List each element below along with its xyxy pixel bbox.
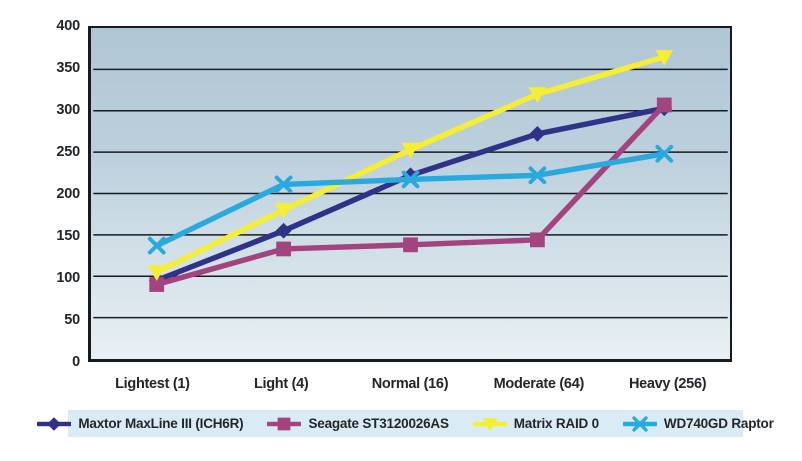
data-point-marker — [274, 203, 293, 219]
legend-item: Matrix RAID 0 — [472, 415, 599, 433]
data-point-marker — [276, 241, 292, 257]
series-line — [154, 105, 667, 284]
legend-item: Seagate ST3120026AS — [267, 415, 449, 433]
data-point-marker — [403, 237, 418, 253]
legend-label: Maxtor MaxLine III (ICH6R) — [78, 416, 244, 431]
plot-area — [88, 26, 732, 362]
data-point-marker — [655, 144, 674, 163]
series-line — [154, 102, 667, 288]
data-point-marker — [655, 50, 674, 66]
legend-marker-icon — [472, 417, 507, 432]
legend-item: Maxtor MaxLine III (ICH6R) — [37, 415, 244, 433]
data-point-marker — [149, 277, 165, 292]
y-axis-tick-label: 150 — [56, 227, 80, 244]
data-point-marker — [529, 232, 545, 248]
y-axis-tick-label: 100 — [56, 269, 80, 286]
data-point-marker — [274, 175, 293, 194]
data-point-marker — [401, 142, 420, 159]
data-point-marker — [528, 87, 547, 104]
legend-label: WD740GD Raptor — [663, 416, 774, 431]
legend: Maxtor MaxLine III (ICH6R) Seagate ST3120… — [37, 410, 774, 437]
data-point-marker — [401, 170, 420, 189]
y-axis-tick-label: 0 — [72, 353, 80, 370]
legend-label: Matrix RAID 0 — [513, 416, 599, 431]
x-axis-category-label: Normal (16) — [371, 376, 449, 392]
data-point-marker — [275, 222, 292, 239]
data-point-marker — [528, 166, 547, 185]
y-axis-tick-label: 350 — [56, 59, 80, 76]
legend-marker-icon — [37, 416, 72, 431]
legend-marker-icon — [622, 415, 657, 432]
data-point-marker — [656, 97, 672, 113]
data-point-marker — [147, 265, 166, 281]
legend-marker-icon — [267, 417, 302, 430]
y-axis-tick-label: 400 — [56, 17, 80, 34]
y-axis-tick-label: 300 — [56, 101, 80, 118]
y-axis-tick-label: 250 — [56, 143, 80, 160]
data-point-marker — [147, 236, 166, 255]
data-point-marker — [529, 126, 546, 142]
legend-label: Seagate ST3120026AS — [308, 416, 449, 431]
legend-item: WD740GD Raptor — [622, 415, 774, 433]
x-axis-category-label: Heavy (256) — [628, 376, 707, 392]
series-plot — [93, 50, 728, 319]
x-axis-category-label: Lightest (1) — [115, 376, 190, 392]
y-axis-tick-label: 200 — [56, 185, 80, 202]
y-axis-tick-label: 50 — [64, 311, 80, 328]
x-axis-category-label: Moderate (64) — [493, 376, 585, 392]
x-axis-category-label: Light (4) — [253, 376, 309, 392]
